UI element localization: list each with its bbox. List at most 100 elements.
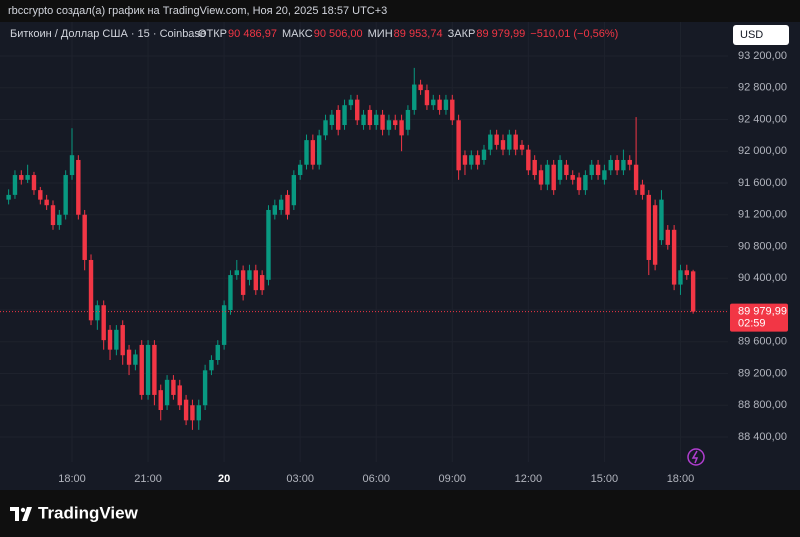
candle-body xyxy=(380,114,385,130)
candle-body xyxy=(374,114,379,126)
candle-body xyxy=(481,149,487,160)
candle-body xyxy=(475,155,480,165)
y-tick-label: 88 800,00 xyxy=(738,399,787,411)
ohlc-legend: ОТКР 90 486,97 МАКС 90 506,00 МИН 89 953,74 ЗА… xyxy=(198,28,618,40)
candle-body xyxy=(602,170,607,180)
brand: TradingView xyxy=(38,503,139,522)
y-tick-label: 92 400,00 xyxy=(738,113,787,125)
y-tick-label: 93 200,00 xyxy=(738,50,787,62)
candle-body xyxy=(209,359,214,371)
logo: TradingView xyxy=(10,503,139,522)
candle-body xyxy=(386,120,392,130)
candle-body xyxy=(500,140,506,150)
candle-body xyxy=(190,405,195,421)
candle-body xyxy=(570,175,575,180)
candle-body xyxy=(183,399,189,421)
candle-body xyxy=(82,214,87,260)
candle-body xyxy=(367,109,373,126)
x-tick-label: 12:00 xyxy=(515,473,543,485)
candle-body xyxy=(576,177,582,191)
legend-label: МИН xyxy=(368,28,393,40)
candle-body xyxy=(659,199,664,241)
x-tick-label: 20 xyxy=(218,473,230,485)
candle-body xyxy=(671,229,677,285)
candle-body xyxy=(234,270,239,276)
candle-body xyxy=(25,175,30,180)
y-tick-label: 90 400,00 xyxy=(738,272,787,284)
candle-body xyxy=(259,275,265,291)
candle-body xyxy=(69,155,75,176)
candle-body xyxy=(202,370,208,406)
grid xyxy=(0,22,728,462)
candle-body xyxy=(488,134,493,150)
candle-body xyxy=(316,135,322,165)
candle-body xyxy=(532,159,537,176)
candle-body xyxy=(494,134,499,145)
candle-body xyxy=(399,120,404,136)
candle-body xyxy=(101,305,106,341)
candle-body xyxy=(450,99,455,121)
candle-body xyxy=(272,205,278,215)
candle-body xyxy=(551,164,556,191)
candle-body xyxy=(646,194,651,260)
candle-body xyxy=(107,329,113,350)
candle-body xyxy=(513,134,518,150)
candle-body xyxy=(361,114,366,126)
x-tick-label: 06:00 xyxy=(362,473,390,485)
candle-body xyxy=(443,99,449,110)
logo-mark xyxy=(10,507,19,521)
y-tick-label: 89 600,00 xyxy=(738,336,787,348)
candle-body xyxy=(595,164,601,176)
candle-body xyxy=(437,99,442,110)
candle-body xyxy=(266,209,271,280)
y-tick-label: 92 000,00 xyxy=(738,145,787,157)
candle-body xyxy=(583,175,588,191)
candle-body xyxy=(114,329,119,350)
candle-body xyxy=(19,175,24,180)
credit: rbccrypto создал(а) график на TradingVie… xyxy=(8,5,387,17)
candle-body xyxy=(31,175,37,191)
last-price-badge xyxy=(730,303,788,332)
candle-body xyxy=(614,159,620,171)
candle-body xyxy=(247,270,252,280)
candle-body xyxy=(6,194,11,200)
candle-body xyxy=(76,159,81,215)
candles xyxy=(0,67,728,430)
candle-body xyxy=(355,99,360,121)
candle-body xyxy=(424,90,430,106)
candle-body xyxy=(164,379,170,406)
candle-body xyxy=(88,259,94,321)
alert-bolt xyxy=(691,450,699,464)
legend-label: ЗАКР xyxy=(448,28,476,40)
alert-icon[interactable] xyxy=(687,448,705,466)
countdown: 02:59 xyxy=(738,317,766,329)
currency-button[interactable] xyxy=(733,25,789,45)
currency[interactable]: USD xyxy=(740,29,763,41)
candle-body xyxy=(145,344,151,395)
candle-body xyxy=(557,159,563,180)
candle-body xyxy=(336,109,341,130)
candle-body xyxy=(304,140,309,165)
candle-body xyxy=(456,120,461,171)
legend-value: 90 506,00 xyxy=(314,28,363,40)
candle-body xyxy=(310,140,316,165)
candle-body xyxy=(152,344,157,395)
candle-body xyxy=(297,164,303,176)
x-tick-label: 18:00 xyxy=(667,473,695,485)
y-tick-label: 92 800,00 xyxy=(738,82,787,94)
candle-body xyxy=(418,84,423,91)
y-tick-label: 88 400,00 xyxy=(738,431,787,443)
candle-body xyxy=(120,325,125,356)
legend-value: 89 979,99 xyxy=(476,28,525,40)
x-tick-label: 21:00 xyxy=(134,473,162,485)
candle-body xyxy=(329,114,335,126)
logo-dot xyxy=(20,507,26,513)
candle-body xyxy=(678,270,683,285)
candle-body xyxy=(291,175,297,206)
candle-body xyxy=(633,164,639,191)
candle-body xyxy=(348,99,354,106)
y-tick-label: 90 800,00 xyxy=(738,240,787,252)
legend-label: ОТКР xyxy=(198,28,227,40)
